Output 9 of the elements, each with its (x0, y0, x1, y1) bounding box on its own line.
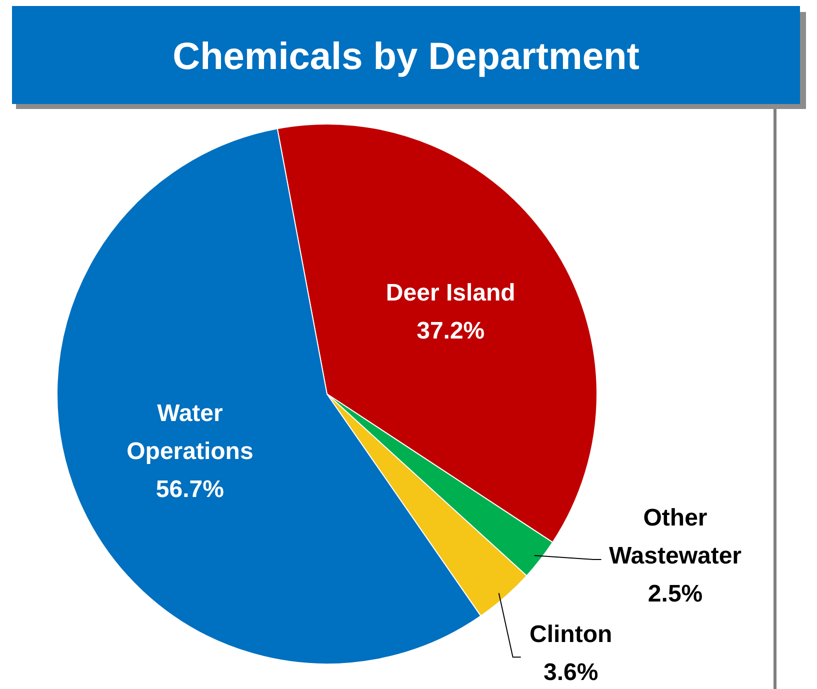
data-label: 2.5% (648, 580, 703, 608)
slice-label: Clinton (530, 620, 612, 648)
slice-label: Water Operations (126, 400, 254, 465)
data-label: 3.6% (543, 658, 598, 686)
data-label: 37.2% (416, 317, 485, 344)
chart-title: Chemicals by Department (172, 36, 640, 78)
slice-label: Deer Island (386, 279, 516, 306)
data-label: 56.7% (156, 476, 224, 503)
slice-label: Other Wastewater (609, 504, 742, 570)
